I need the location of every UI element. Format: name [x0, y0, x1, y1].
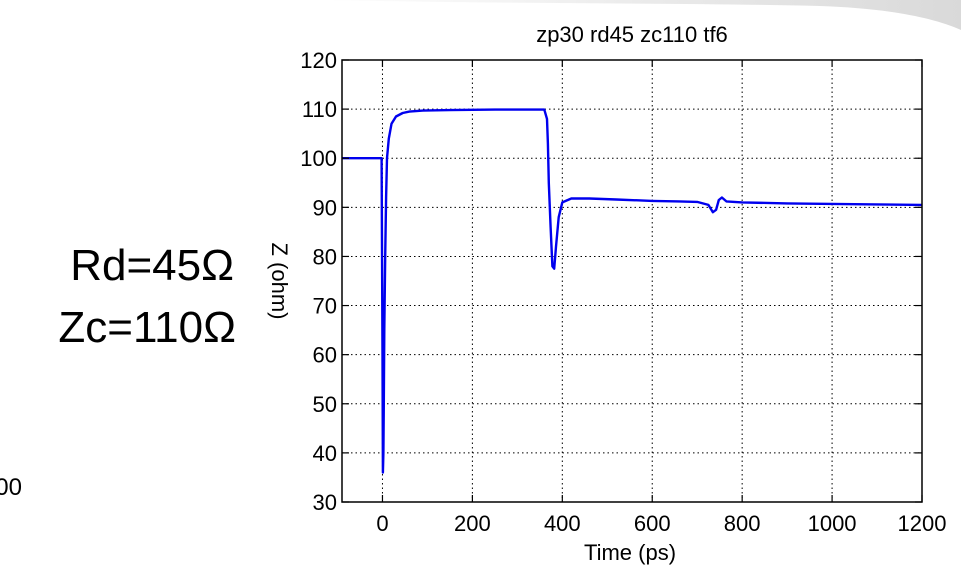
y-tick-label: 70: [313, 294, 337, 319]
y-axis-label: Z (ohm): [267, 243, 292, 320]
x-tick-label: 0: [376, 511, 388, 536]
impedance-series-line: [342, 108, 923, 474]
rd-label: Rd=45Ω: [70, 241, 234, 290]
y-tick-label: 120: [300, 48, 337, 73]
tick-marks: [342, 59, 923, 503]
x-tick-label: 200: [454, 511, 491, 536]
x-tick-label: 1000: [808, 511, 857, 536]
x-tick-labels: 0 200 400 600 800 1000 1200: [376, 511, 946, 536]
y-tick-label: 30: [313, 490, 337, 515]
axes-box: [341, 59, 923, 503]
y-tick-label: 110: [302, 97, 337, 122]
x-tick-label: 800: [724, 511, 761, 536]
zc-label: Zc=110Ω: [58, 303, 236, 352]
y-tick-label: 100: [300, 146, 337, 171]
x-axis-label: Time (ps): [584, 540, 676, 565]
background-swoosh: [330, 0, 961, 30]
series-layer: [342, 108, 923, 474]
y-tick-label: 40: [313, 441, 337, 466]
x-tick-label: 600: [634, 511, 671, 536]
chart-title: zp30 rd45 zc110 tf6: [536, 22, 728, 47]
y-tick-label: 80: [313, 244, 337, 269]
y-tick-labels: 30 40 50 60 70 80 90 100 110 120: [300, 48, 337, 515]
grid-lines: [342, 60, 922, 502]
y-tick-label: 50: [313, 392, 337, 417]
x-tick-label: 1200: [898, 511, 947, 536]
x-tick-label: 400: [544, 511, 581, 536]
clipped-number: 00: [0, 474, 22, 501]
y-tick-label: 90: [313, 195, 337, 220]
y-tick-label: 60: [313, 343, 337, 368]
